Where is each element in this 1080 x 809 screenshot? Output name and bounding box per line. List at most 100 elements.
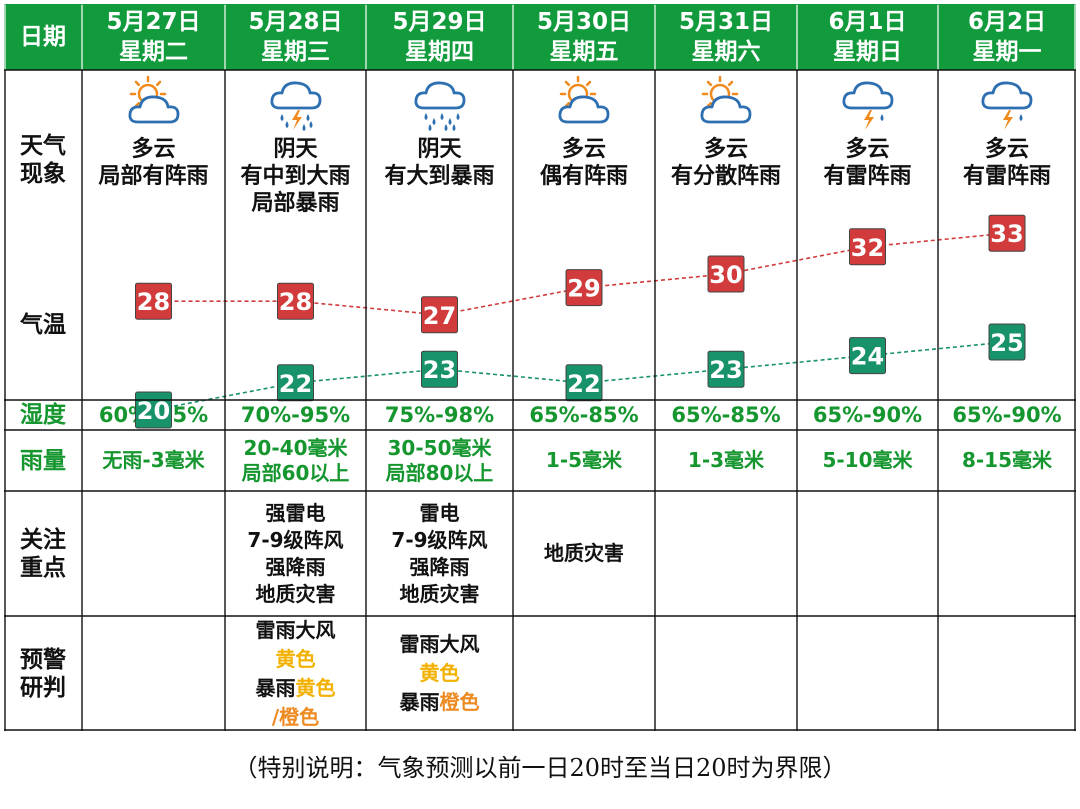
low-temp-badge-box (277, 364, 314, 402)
label-warning-text: 预警 (20, 646, 66, 673)
focus-item: 地质灾害 (544, 541, 624, 565)
low-temp-badge: 24 (849, 337, 886, 375)
thunder-cloud-icon (842, 81, 893, 130)
warning-line: 雷雨大风 (400, 630, 480, 659)
header-day: 6月2日 星期一 (938, 4, 1076, 70)
header-day: 5月27日星期二 (82, 4, 225, 70)
focus-item: 雷电 (419, 500, 460, 525)
weather-text: 多云 (703, 137, 748, 162)
low-temp-badge-label: 22 (279, 370, 312, 398)
rain-cell: 20-40毫米 局部60以上 (225, 430, 366, 491)
low-temp-badge-box (421, 350, 458, 388)
low-temp-badge-label: 22 (567, 370, 600, 398)
weather-text: 阴天 (417, 137, 462, 162)
warning-line: /橙色 (272, 703, 319, 732)
day-date: 5月31日 (678, 9, 773, 35)
warning-text: 暴雨 (255, 675, 296, 700)
weather-text: 多云 (131, 137, 176, 162)
weather-cell: 多云 有雷阵雨 (797, 74, 938, 239)
warning-text: 黄色 (275, 646, 316, 671)
low-temp-badge: 23 (421, 350, 458, 388)
humidity-value: 65%-85% (671, 403, 781, 427)
weather-text: 多云 (845, 137, 890, 162)
label-date: 日期 (20, 24, 66, 50)
low-temp-badge-label: 20 (137, 397, 170, 425)
low-temp-badge-label: 24 (851, 343, 884, 371)
high-temp-badge-box (849, 228, 886, 266)
focus-cell: 地质灾害 (513, 491, 655, 616)
low-temp-badge-label: 25 (990, 329, 1023, 357)
header-day: 5月31日 星期六 (655, 4, 797, 70)
label-humidity-text: 湿度 (20, 402, 66, 428)
focus-item: 地质灾害 (399, 581, 480, 606)
label-rain-text: 雨量 (20, 447, 66, 474)
label-weather-text: 现象 (20, 161, 66, 187)
header-row (4, 4, 1076, 70)
humidity-cell: 65%-85% (655, 400, 797, 430)
day-weekday: 星期五 (549, 39, 619, 65)
warning-cell: 雷雨大风 黄色暴雨黄色/橙色 (225, 616, 366, 731)
warning-cell: 雷雨大风黄色暴雨橙色 (366, 616, 513, 731)
warning-text: 雷雨大风 (399, 632, 480, 656)
day-date: 5月28日 (248, 9, 343, 35)
partly-cloudy-sun-icon (558, 75, 610, 124)
day-weekday: 星期四 (405, 39, 474, 65)
humidity-cell: 65%-90% (797, 400, 938, 430)
partly-cloudy-sun-icon (128, 75, 179, 124)
high-temp-badge: 28 (277, 282, 314, 320)
weather-text: 有分散阵雨 (670, 164, 781, 189)
day-date: 5月30日 (536, 9, 631, 35)
humidity-value: 75%-98% (384, 403, 495, 427)
focus-item: 地质灾害 (255, 581, 336, 606)
label-humidity: 湿度 (4, 400, 82, 430)
rain-value: 1-3毫米 (687, 448, 765, 472)
high-temp-badge: 33 (988, 214, 1026, 252)
label-weather: 天气 现象 (4, 70, 82, 250)
high-temp-badge-box (421, 296, 458, 334)
warning-line: 暴雨黄色 (256, 674, 336, 703)
weather-text: 局部有阵雨 (98, 164, 209, 189)
focus-item: 7-9级阵风 (247, 527, 344, 552)
low-temp-badge: 25 (988, 323, 1026, 361)
label-focus: 关注 重点 (4, 491, 82, 616)
rain-cell: 5-10毫米 (797, 430, 938, 491)
rain-cell: 30-50毫米 局部80以上 (366, 430, 513, 491)
high-temp-badge-label: 28 (137, 288, 170, 316)
weather-cell: 多云 有雷阵雨 (938, 74, 1076, 239)
warning-line: 暴雨橙色 (400, 688, 480, 717)
low-temp-badge-label: 23 (423, 356, 456, 384)
low-temp-badge-box (135, 391, 172, 429)
day-weekday: 星期日 (833, 39, 902, 65)
high-temp-badge: 29 (565, 269, 603, 307)
weather-text: 多云 (561, 137, 606, 162)
humidity-value: 65%-90% (952, 403, 1062, 427)
high-temp-badge: 28 (135, 282, 172, 320)
humidity-cell: 70%-95% (225, 400, 366, 430)
high-temp-badge-box (135, 282, 172, 320)
high-temp-badge-label: 28 (279, 288, 312, 316)
day-weekday: 星期二 (119, 39, 188, 65)
rain-cell: 1-5毫米 (513, 430, 655, 491)
low-temp-badge: 23 (707, 350, 745, 388)
rain-cell: 8-15毫米 (938, 430, 1076, 491)
humidity-cell: 65%-90% (938, 400, 1076, 430)
humidity-cell: 75%-98% (366, 400, 513, 430)
high-temp-badge: 27 (421, 296, 458, 334)
rain-cell: 无雨-3毫米 (82, 430, 225, 491)
header-label-date: 日期 (4, 4, 82, 70)
high-temp-badge-label: 32 (851, 234, 884, 262)
high-temp-badge-box (707, 255, 745, 293)
weather-text: 多云 (984, 137, 1029, 162)
day-date: 5月27日 (106, 9, 201, 35)
weather-text: 阴天 (273, 137, 318, 162)
warning-text: 黄色 (419, 661, 460, 685)
humidity-cell: 65%-85% (513, 400, 655, 430)
weather-text: 偶有阵雨 (539, 164, 628, 189)
weather-cell: 多云 局部有阵雨 (82, 74, 225, 239)
header-day: 5月30日星期五 (513, 4, 655, 70)
label-rain: 雨量 (4, 430, 82, 491)
warning-line: 雷雨大风 (256, 616, 336, 645)
weather-text: 有大到暴雨 (384, 164, 495, 189)
focus-cell: 强雷电 7-9级阵风 强降雨 地质灾害 (225, 491, 366, 616)
day-weekday: 星期一 (972, 39, 1042, 65)
